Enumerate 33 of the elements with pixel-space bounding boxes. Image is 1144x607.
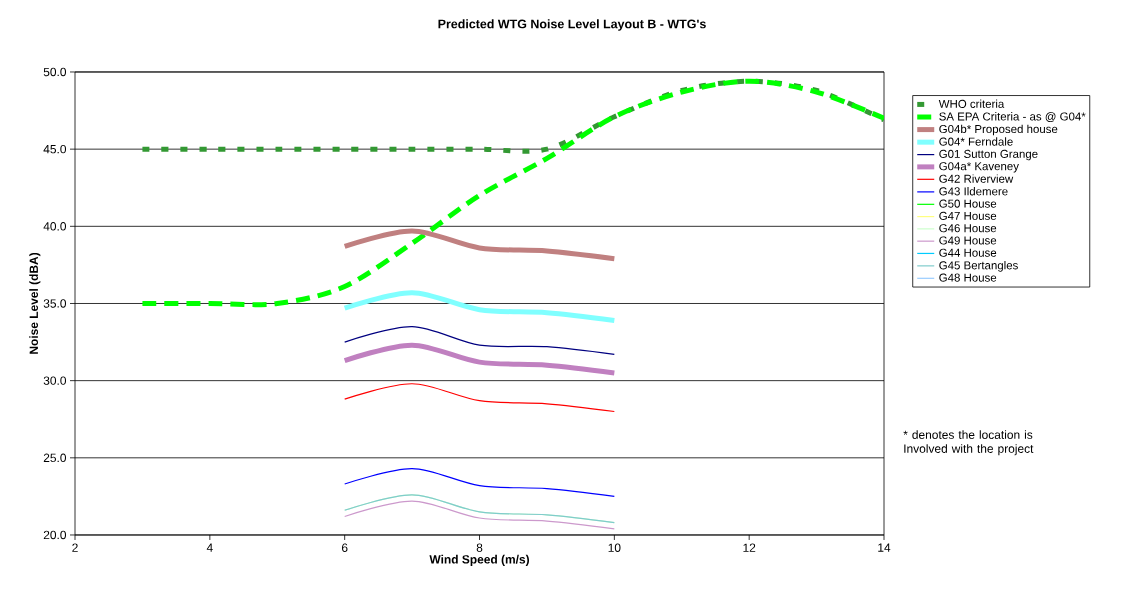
chart-title: Predicted WTG Noise Level Layout B - WTG's [438,19,706,31]
legend-label: G47 House [939,211,997,220]
text: * denotes the location is Involved with the project [903,430,1034,456]
legend-label: G50 House [939,199,997,208]
x-tick-label: 6 [341,543,348,552]
legend-label: SA EPA Criteria - as @ G04* [939,112,1086,122]
legend-label: G43 Ildemere [939,187,1008,196]
legend-label: G04* Ferndale [939,137,1013,146]
legend-label: G04b* Proposed house [939,124,1058,136]
y-tick-label: 30.0 [43,376,67,385]
x-tick-label: 2 [72,543,78,552]
x-tick-label: 4 [206,543,213,552]
y-tick-label: 35.0 [43,299,67,308]
legend-label: G49 House [939,236,997,245]
legend-label: WHO criteria [938,99,1005,108]
x-tick-label: 8 [476,543,483,552]
x-tick-label: 10 [608,543,621,552]
y-tick-label: 45.0 [43,144,67,154]
legend-label: G44 House [939,248,997,257]
x-axis-title: Wind Speed (m/s) [429,554,530,566]
legend-label: G42 Riverview [939,174,1014,183]
y-tick-label: 25.0 [43,453,67,463]
legend-label: G01 Sutton Grange [939,149,1038,161]
x-tick-label: 14 [878,543,891,552]
y-tick-label: 50.0 [43,67,67,77]
x-tick-label: 12 [743,543,756,552]
legend-label: G45 Bertangles [939,260,1018,272]
y-axis-title: Noise Level (dBA) [29,252,41,354]
legend-label: G46 House [939,224,997,233]
y-tick-label: 40.0 [43,222,67,231]
legend-label: G04a* Kaveney [939,162,1019,173]
legend-label: G48 House [939,273,997,282]
y-tick-label: 20.0 [43,530,67,540]
